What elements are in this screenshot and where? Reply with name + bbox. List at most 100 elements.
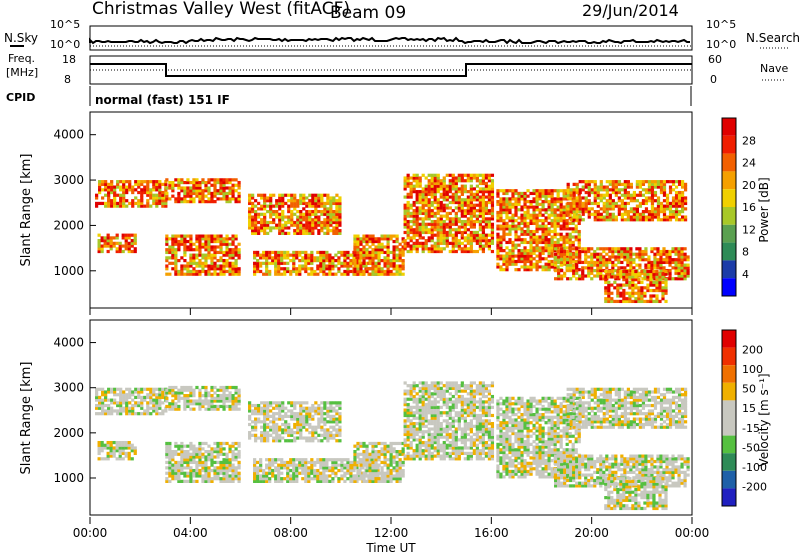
echo-cell [478, 181, 482, 186]
echo-cell [596, 193, 600, 197]
echo-cell [577, 243, 581, 247]
echo-cell [122, 406, 126, 410]
echo-cell [626, 182, 630, 186]
echo-cell [581, 180, 585, 184]
echo-cell [171, 261, 175, 265]
echo-cell [532, 262, 536, 266]
echo-cell [310, 261, 314, 265]
echo-cell [454, 187, 458, 191]
echo-cell [683, 182, 688, 186]
echo-cell [460, 249, 464, 254]
echo-cell [268, 458, 272, 462]
echo-cell [365, 253, 369, 257]
echo-cell [490, 214, 495, 218]
echo-cell [647, 215, 652, 219]
echo-cell [298, 250, 302, 255]
echo-cell [406, 184, 410, 188]
echo-cell [562, 262, 566, 266]
echo-cell [168, 404, 172, 409]
echo-cell [165, 396, 169, 400]
echo-cell [424, 241, 428, 245]
echo-cell [112, 241, 116, 245]
echo-cell [319, 267, 323, 271]
echo-cell [478, 179, 482, 183]
echo-cell [403, 206, 407, 210]
echo-cell [290, 401, 294, 405]
echo-cell [581, 185, 585, 189]
echo-cell [472, 192, 476, 196]
echo-cell [207, 237, 211, 241]
echo-cell [647, 260, 651, 265]
echo-cell [161, 409, 165, 413]
echo-cell [322, 267, 326, 271]
echo-cell [535, 205, 539, 209]
echo-cell [466, 200, 470, 205]
echo-cell [617, 260, 621, 265]
echo-cell [535, 224, 539, 228]
echo-cell [251, 196, 255, 200]
echo-cell [231, 466, 235, 470]
echo-cell [406, 203, 410, 207]
echo-cell [277, 256, 281, 260]
echo-cell [353, 267, 357, 271]
echo-cell [133, 241, 137, 245]
echo-cell [210, 194, 214, 198]
echo-cell [502, 257, 506, 261]
echo-cell [625, 283, 629, 287]
echo-cell [641, 255, 645, 259]
echo-cell [299, 226, 303, 230]
echo-cell [562, 197, 566, 201]
echo-cell [168, 447, 172, 451]
echo-cell [623, 207, 627, 211]
echo-cell [278, 223, 282, 227]
echo-cell [496, 224, 500, 228]
echo-cell [313, 272, 317, 276]
echo-cell [332, 226, 336, 230]
echo-cell [365, 242, 369, 246]
echo-cell [481, 195, 486, 199]
echo-cell [572, 196, 576, 200]
echo-cell [556, 189, 560, 193]
echo-cell [487, 179, 492, 183]
echo-cell [647, 188, 652, 192]
echo-cell [335, 409, 339, 413]
echo-cell [520, 254, 524, 258]
echo-cell [683, 215, 688, 219]
echo-cell [602, 274, 606, 278]
echo-cell [620, 247, 624, 251]
echo-cell [113, 199, 117, 203]
echo-cell [128, 182, 132, 186]
echo-cell [317, 218, 321, 222]
echo-cell [559, 205, 563, 209]
echo-cell [505, 197, 509, 201]
echo-cell [356, 239, 360, 244]
echo-cell [335, 417, 339, 421]
echo-cell [412, 244, 416, 248]
echo-cell [326, 428, 330, 432]
echo-cell [659, 268, 663, 273]
echo-cell [322, 269, 326, 274]
echo-cell [97, 446, 101, 450]
echo-cell [652, 283, 656, 287]
echo-cell [168, 450, 172, 454]
echo-cell [481, 176, 486, 180]
echo-cell [251, 433, 255, 437]
echo-cell [442, 203, 446, 207]
echo-cell [268, 272, 272, 276]
echo-cell [263, 417, 267, 421]
echo-cell [572, 252, 576, 256]
echo-cell [520, 221, 524, 225]
echo-cell [222, 272, 226, 276]
echo-cell [442, 198, 446, 202]
echo-cell [131, 204, 135, 208]
echo-cell [198, 407, 202, 411]
echo-cell [210, 468, 214, 473]
echo-cell [106, 233, 110, 237]
echo-cell [412, 230, 416, 235]
echo-cell [406, 176, 410, 180]
echo-cell [665, 258, 669, 262]
echo-cell [398, 272, 402, 276]
echo-cell [195, 194, 199, 198]
echo-cell [253, 474, 257, 478]
echo-cell [299, 433, 303, 437]
